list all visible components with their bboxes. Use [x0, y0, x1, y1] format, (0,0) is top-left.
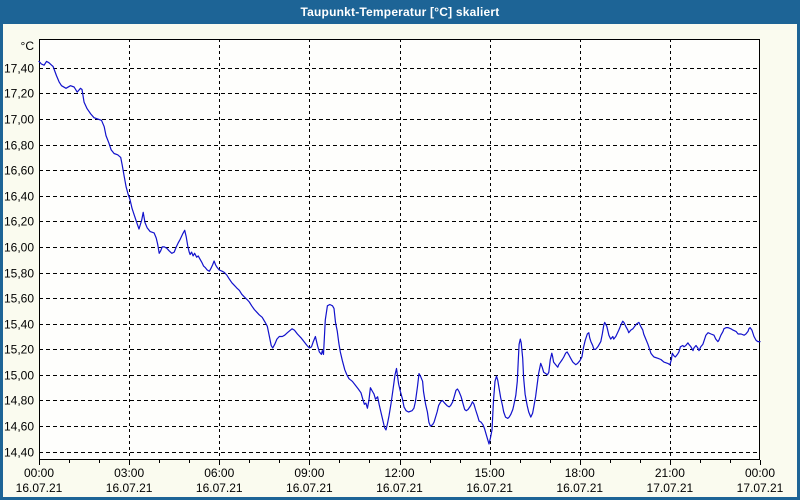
- x-tick-time-label: 18:00: [565, 466, 595, 480]
- x-tick-date-label: 16.07.21: [196, 481, 243, 495]
- y-tick-label: 17,40: [4, 62, 34, 76]
- y-tick-label: 15,00: [4, 369, 34, 383]
- y-tick-label: 15,60: [4, 292, 34, 306]
- chart-title-bar: Taupunkt-Temperatur [°C] skaliert: [0, 0, 800, 24]
- plot-border: [39, 39, 760, 460]
- x-tick-time-label: 00:00: [745, 466, 775, 480]
- window-border-right: [797, 24, 800, 500]
- y-tick-label: 16,60: [4, 164, 34, 178]
- window-border-left: [0, 24, 3, 500]
- y-tick-label: 14,40: [4, 446, 34, 460]
- x-tick-time-label: 15:00: [475, 466, 505, 480]
- y-tick-label: 17,00: [4, 113, 34, 127]
- x-tick-date-label: 16.07.21: [556, 481, 603, 495]
- x-tick-date-label: 16.07.21: [16, 481, 63, 495]
- y-axis-unit-label: °C: [21, 39, 35, 53]
- x-tick-time-label: 06:00: [204, 466, 234, 480]
- x-tick-date-label: 16.07.21: [376, 481, 423, 495]
- x-tick-time-label: 03:00: [114, 466, 144, 480]
- x-tick-date-label: 17.07.21: [647, 481, 694, 495]
- x-tick-date-label: 16.07.21: [106, 481, 153, 495]
- y-tick-label: 16,20: [4, 215, 34, 229]
- x-tick-date-label: 17.07.21: [737, 481, 784, 495]
- x-tick-time-label: 12:00: [384, 466, 414, 480]
- x-tick-time-label: 21:00: [655, 466, 685, 480]
- dewpoint-series-line: [38, 60, 761, 445]
- x-tick-time-label: 00:00: [24, 466, 54, 480]
- y-tick-label: 16,80: [4, 139, 34, 153]
- y-tick-label: 15,40: [4, 318, 34, 332]
- x-tick-time-label: 09:00: [294, 466, 324, 480]
- y-tick-label: 15,80: [4, 267, 34, 281]
- plot-area: [39, 39, 760, 460]
- y-tick-label: 14,60: [4, 420, 34, 434]
- y-tick-label: 15,20: [4, 343, 34, 357]
- x-tick-date-label: 16.07.21: [286, 481, 333, 495]
- y-tick-label: 16,40: [4, 190, 34, 204]
- window-border-bottom: [0, 497, 800, 500]
- y-tick-label: 16,00: [4, 241, 34, 255]
- x-tick-date-label: 16.07.21: [466, 481, 513, 495]
- chart-title: Taupunkt-Temperatur [°C] skaliert: [300, 5, 500, 19]
- y-tick-label: 17,20: [4, 87, 34, 101]
- y-tick-label: 14,80: [4, 394, 34, 408]
